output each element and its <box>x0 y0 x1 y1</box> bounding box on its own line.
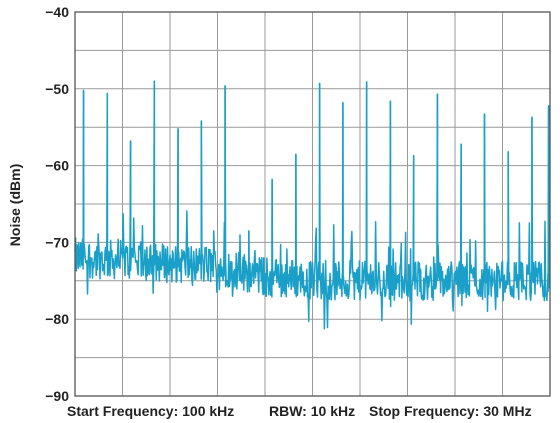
stop-frequency-label: Stop Frequency: 30 MHz <box>369 403 532 419</box>
y-tick-label: −50 <box>45 81 69 97</box>
plot-frame <box>74 11 551 397</box>
start-frequency-label: Start Frequency: 100 kHz <box>67 403 234 419</box>
trace-layer <box>74 80 551 330</box>
y-tick-label: −70 <box>45 234 69 250</box>
y-tick-labels: −40 −50 −60 −70 −80 −90 <box>45 4 69 404</box>
rbw-label: RBW: 10 kHz <box>269 403 355 419</box>
y-tick-label: −90 <box>45 388 69 404</box>
y-axis-label: Noise (dBm) <box>7 164 23 246</box>
y-tick-label: −40 <box>45 4 69 20</box>
grid-layer <box>75 12 550 396</box>
y-tick-label: −60 <box>45 158 69 174</box>
y-tick-label: −80 <box>45 311 69 327</box>
